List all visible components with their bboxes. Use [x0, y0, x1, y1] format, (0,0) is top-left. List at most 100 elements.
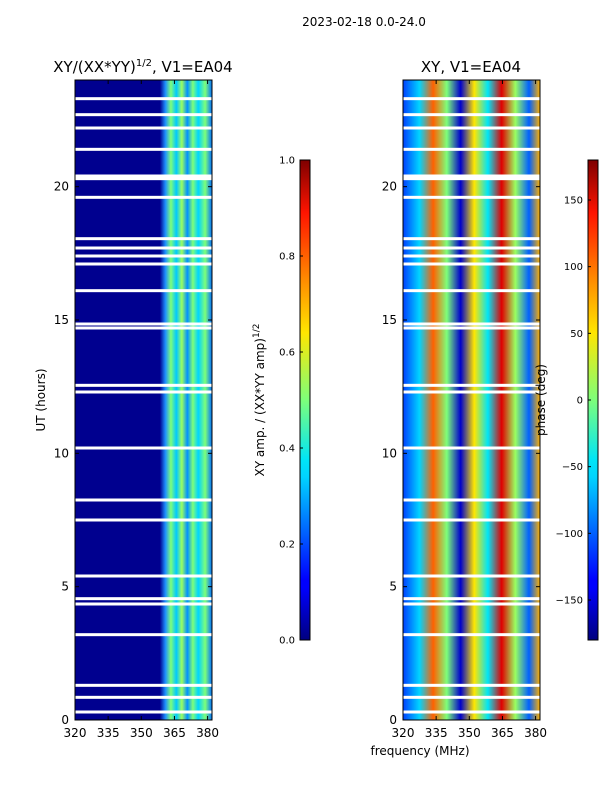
x-tick-label: 350	[458, 726, 481, 740]
colorbar-phase-label: phase (deg)	[534, 364, 548, 436]
y-tick-label: 20	[54, 180, 69, 194]
data-gap	[403, 710, 540, 714]
data-gap	[75, 126, 212, 130]
panel-right-heatmap	[403, 80, 540, 720]
data-gap	[75, 597, 212, 601]
data-gap	[75, 174, 212, 178]
panel-left-y-axis: 0 5 10 15 20	[54, 180, 212, 727]
y-tick-label: 0	[389, 713, 397, 727]
data-gap	[403, 518, 540, 522]
colorbar-tick-label: 100	[564, 262, 583, 273]
x-tick-label: 335	[425, 726, 448, 740]
panel-right-gaps	[403, 97, 540, 714]
y-tick-label: 5	[389, 580, 397, 594]
x-tick-label: 380	[524, 726, 547, 740]
data-gap	[403, 246, 540, 250]
colorbar-tick-label: 0.4	[279, 444, 295, 455]
x-tick-label: 335	[97, 726, 120, 740]
colorbar-amp	[299, 159, 311, 641]
data-gap	[75, 695, 212, 699]
x-tick-label: 365	[163, 726, 186, 740]
data-gap	[403, 683, 540, 687]
x-tick-label: 320	[64, 726, 87, 740]
data-gap	[403, 289, 540, 293]
x-tick-label: 350	[130, 726, 153, 740]
colorbar-amp-ticks: 0.0 0.2 0.4 0.6 0.8 1.0	[279, 156, 303, 647]
data-gap	[403, 195, 540, 199]
data-gap	[403, 326, 540, 330]
x-tick-label: 320	[392, 726, 415, 740]
y-tick-label: 10	[54, 446, 69, 460]
data-gap	[403, 574, 540, 578]
x-tick-label: 380	[196, 726, 219, 740]
data-gap	[75, 177, 212, 181]
data-gap	[403, 695, 540, 699]
colorbar-tick-label: 50	[570, 329, 583, 340]
colorbar-tick-label: 1.0	[279, 156, 295, 167]
x-axis-label: frequency (MHz)	[370, 744, 469, 758]
data-gap	[75, 390, 212, 394]
data-gap	[75, 683, 212, 687]
colorbar-tick-label: 0.6	[279, 348, 295, 359]
data-gap	[75, 322, 212, 326]
y-axis-label: UT (hours)	[34, 368, 48, 431]
data-gap	[403, 177, 540, 181]
data-gap	[403, 446, 540, 450]
data-gap	[75, 97, 212, 101]
data-gap	[75, 113, 212, 117]
panel-right-title: XY, V1=EA04	[421, 58, 521, 76]
colorbar-phase-ticks: −150 −100 −50 0 50 100 150	[556, 196, 591, 607]
panel-right-x-axis: 320 335 350 365 380	[392, 80, 547, 740]
data-gap	[75, 710, 212, 714]
colorbar-tick-label: −150	[556, 596, 583, 607]
data-gap	[403, 498, 540, 502]
y-tick-label: 20	[382, 180, 397, 194]
y-tick-label: 5	[61, 580, 69, 594]
colorbar-tick-label: 0	[577, 396, 583, 407]
data-gap	[75, 383, 212, 387]
colorbar-tick-label: −50	[562, 462, 583, 473]
panel-left-heatmap	[75, 80, 212, 720]
y-tick-label: 0	[61, 713, 69, 727]
x-tick-label: 365	[491, 726, 514, 740]
data-gap	[403, 174, 540, 178]
colorbar-tick-label: 0.2	[279, 540, 295, 551]
data-gap	[75, 602, 212, 606]
data-gap	[403, 383, 540, 387]
data-gap	[75, 518, 212, 522]
data-gap	[403, 602, 540, 606]
suptitle: 2023-02-18 0.0-24.0	[302, 15, 426, 29]
y-tick-label: 15	[54, 313, 69, 327]
data-gap	[403, 126, 540, 130]
data-gap	[403, 633, 540, 637]
panel-right-y-axis: 0 5 10 15 20	[382, 180, 540, 727]
data-gap	[75, 633, 212, 637]
panel-right-frame	[402, 79, 541, 721]
data-gap	[403, 113, 540, 117]
colorbar-tick-label: 150	[564, 196, 583, 207]
data-gap	[75, 446, 212, 450]
data-gap	[75, 237, 212, 241]
data-gap	[75, 195, 212, 199]
colorbar-tick-label: −100	[556, 529, 583, 540]
data-gap	[75, 574, 212, 578]
data-gap	[403, 262, 540, 266]
panel-left-gaps	[75, 97, 212, 714]
panel-left-frame	[74, 79, 213, 721]
panel-left-x-axis: 320 335 350 365 380	[64, 80, 219, 740]
colorbar-tick-label: 0.0	[279, 636, 295, 647]
data-gap	[403, 254, 540, 258]
data-gap	[403, 97, 540, 101]
data-gap	[403, 237, 540, 241]
data-gap	[403, 322, 540, 326]
data-gap	[403, 147, 540, 151]
data-gap	[403, 390, 540, 394]
data-gap	[75, 289, 212, 293]
data-gap	[75, 254, 212, 258]
data-gap	[75, 498, 212, 502]
y-tick-label: 10	[382, 446, 397, 460]
y-tick-label: 15	[382, 313, 397, 327]
data-gap	[403, 597, 540, 601]
panel-left-title: XY/(XX*YY)1/2, V1=EA04	[53, 58, 232, 76]
